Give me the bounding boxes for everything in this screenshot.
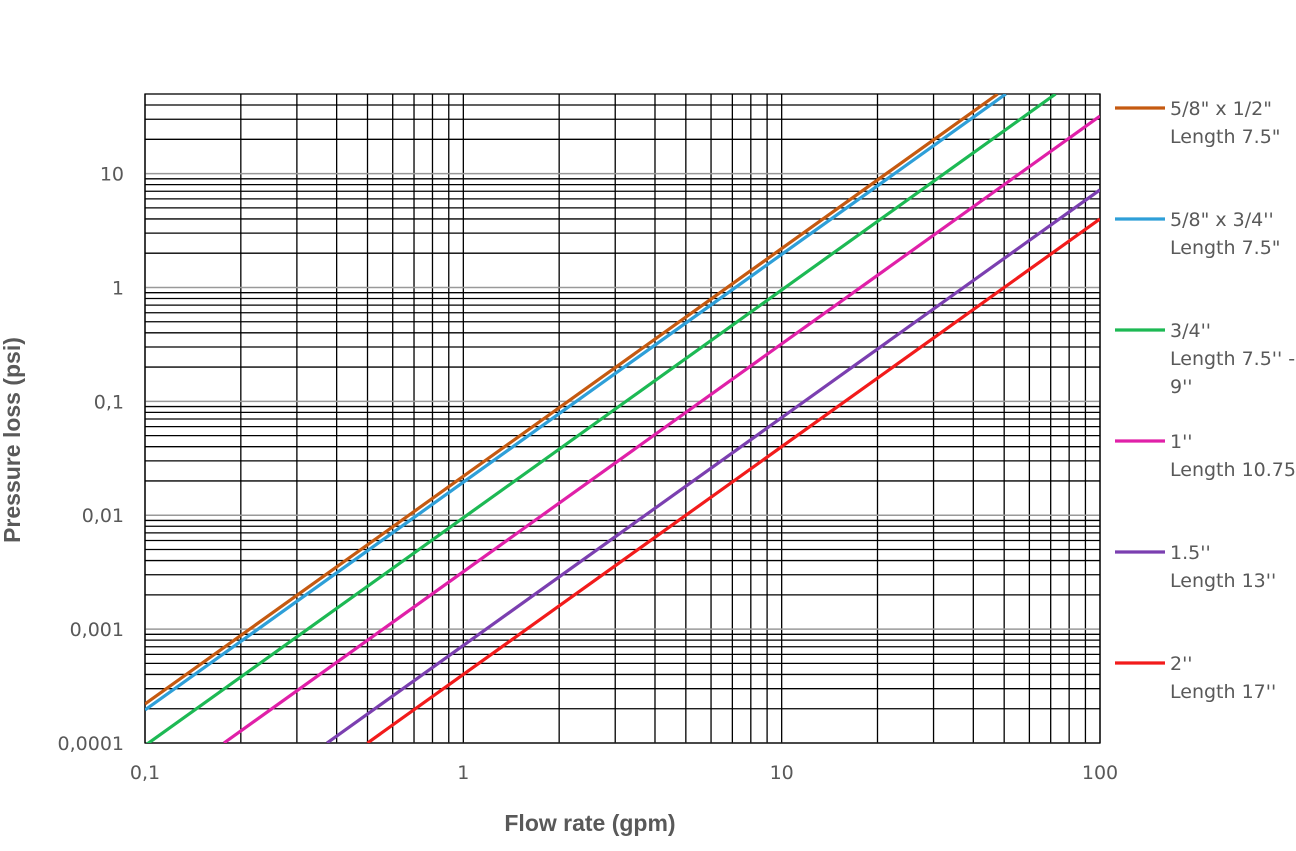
y-tick-label: 1 [112,277,124,299]
x-tick-label: 0,1 [130,762,160,784]
series-line [145,94,999,706]
series-line [366,217,1100,743]
legend-label: 2'' Length 17'' [1170,653,1276,703]
y-tick-label: 0,1 [94,391,124,413]
series-line [223,114,1100,743]
series-group [145,94,1100,743]
legend-label: 5/8" x 3/4'' Length 7.5" [1170,209,1281,259]
y-axis-title: Pressure loss (psi) [0,337,25,543]
y-tick-label: 0,01 [82,505,124,527]
x-tick-label: 10 [770,762,794,784]
x-axis-title: Flow rate (gpm) [504,810,675,836]
series-line [145,94,1057,743]
y-tick-label: 0,0001 [58,733,124,755]
y-tick-label: 10 [100,164,124,186]
series-line [326,188,1100,743]
legend-label: 1.5'' Length 13'' [1170,542,1276,592]
plot-frame [144,93,1101,744]
legend-label: 1'' Length 10.75'' [1170,431,1296,481]
series-line [145,94,1007,712]
legend-label: 3/4'' Length 7.5'' -9'' [1170,320,1295,398]
legend-label: 5/8" x 1/2" Length 7.5" [1170,98,1281,148]
x-tick-label: 1 [457,762,469,784]
y-tick-label: 0,001 [70,619,124,641]
x-tick-label: 100 [1082,762,1118,784]
